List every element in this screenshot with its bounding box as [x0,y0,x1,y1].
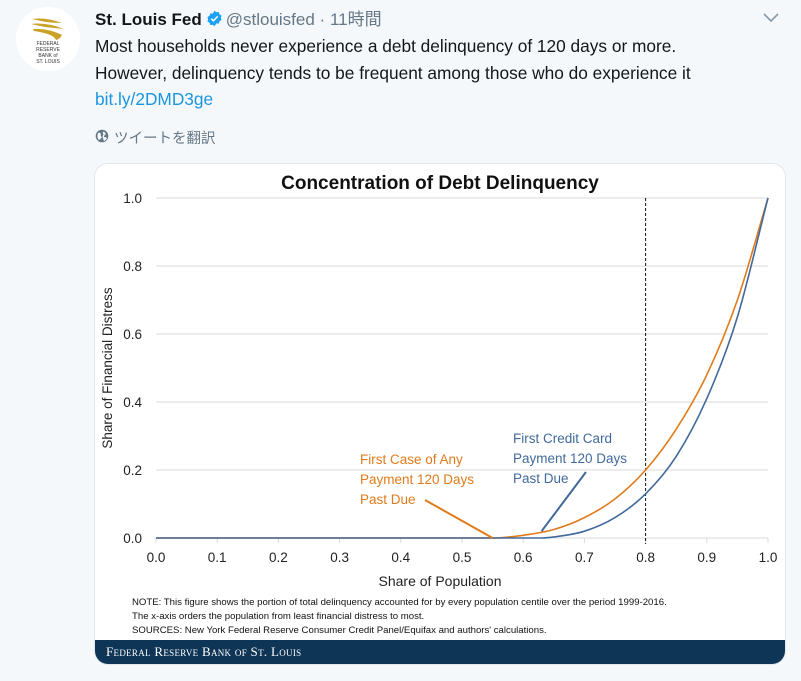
annotation-any-payment-line: Past Due [360,492,416,507]
avatar-text-3: BANK of [38,53,58,59]
author-name[interactable]: St. Louis Fed [95,10,202,29]
chart-title: Concentration of Debt Delinquency [281,173,599,194]
y-tick-label: 0.4 [123,395,142,410]
tweet-text: Most households never experience a debt … [95,33,785,113]
x-tick-label: 0.8 [636,550,655,565]
annotation-any-payment-line: Payment 120 Days [360,472,474,487]
fed-logo-icon: FEDERAL RESERVE BANK of ST. LOUIS [31,18,64,65]
tweet-text-line-1: Most households never experience a debt … [95,36,677,56]
globe-icon [95,129,109,147]
x-tick-label: 0.1 [208,550,227,565]
tweet-time[interactable]: 11時間 [329,10,382,29]
tweet-text-line-2: However, delinquency tends to be frequen… [95,62,691,83]
y-tick-label: 0.6 [123,327,142,342]
x-tick-label: 0.5 [453,550,472,565]
x-axis-label: Share of Population [379,573,502,589]
chevron-down-icon[interactable] [762,10,780,24]
annotation-credit-card-line: Payment 120 Days [513,451,627,466]
annotation-credit-card-line: First Credit Card [513,431,612,446]
tweet-header: St. Louis Fed @stlouisfed · 11時間 [95,5,382,32]
x-tick-label: 0.4 [391,550,410,565]
x-tick-label: 0.9 [697,550,716,565]
avatar-text-4: ST. LOUIS [36,59,60,65]
chart: Concentration of Debt Delinquency 0.0 0.2 0… [100,173,778,589]
x-tick-label: 0.2 [269,550,288,565]
translate-tweet-button[interactable]: ツイートを翻訳 [95,127,216,148]
x-tick-label: 1.0 [759,550,778,565]
annotation-any-payment-line: First Case of Any [360,452,463,467]
x-tick-label: 0.6 [514,550,533,565]
y-tick-label: 0.8 [123,259,142,274]
note-line-1: NOTE: This figure shows the portion of t… [132,597,667,608]
series-line-credit-card [155,197,769,539]
y-tick-label: 0.0 [123,531,142,546]
avatar-text-2: RESERVE [36,47,60,53]
note-line-3: SOURCES: New York Federal Reserve Consum… [132,625,547,636]
avatar-text-1: FEDERAL [36,41,59,47]
y-tick-label: 0.2 [123,463,142,478]
translate-label: ツイートを翻訳 [114,131,216,147]
annotation-credit-card-line: Past Due [513,471,569,486]
chart-card[interactable]: Concentration of Debt Delinquency 0.0 0.2 0… [94,163,786,665]
verified-badge-icon [206,10,223,32]
x-tick-label: 0.7 [575,550,594,565]
chart-note: NOTE: This figure shows the portion of t… [132,596,772,638]
annotation-pointer-any-payment [424,499,494,539]
author-handle[interactable]: @stlouisfed [225,10,315,29]
y-axis-label: Share of Financial Distress [100,287,115,449]
separator: · [319,10,326,29]
y-tick-label: 1.0 [123,191,142,206]
annotation-pointer-credit-card [540,471,587,532]
note-line-2: The x-axis orders the population from le… [132,611,425,622]
chart-footer: Federal Reserve Bank of St. Louis [95,640,785,664]
avatar[interactable]: FEDERAL RESERVE BANK of ST. LOUIS [16,7,80,71]
x-tick-label: 0.3 [330,550,349,565]
x-tick-label: 0.0 [147,550,166,565]
series-line-any-payment [155,197,769,539]
tweet-link[interactable]: bit.ly/2DMD3ge [95,89,214,109]
